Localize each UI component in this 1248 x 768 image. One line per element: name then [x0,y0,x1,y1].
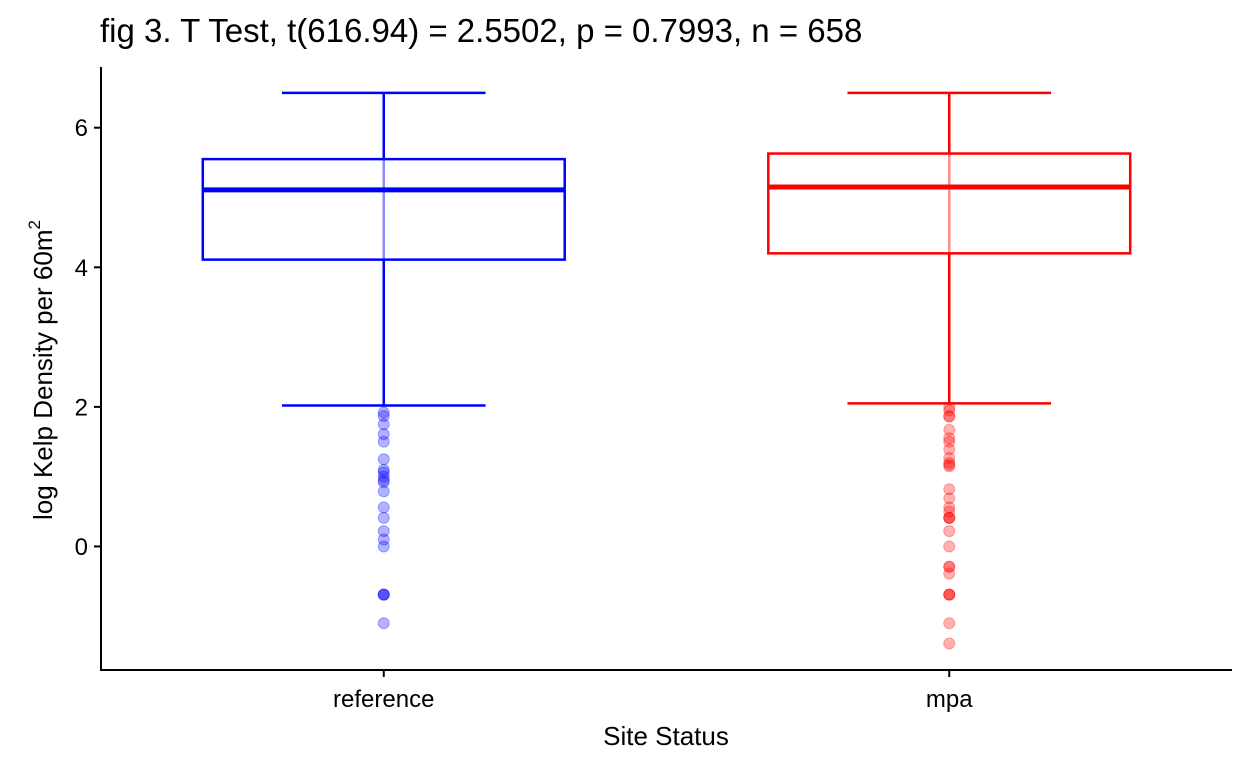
outlier-point [377,428,390,441]
outlier-point [377,435,390,448]
outlier-point [943,460,956,473]
outlier-point [943,617,956,630]
iqr-box [201,157,566,261]
y-axis-title: log Kelp Density per 60m2 [25,220,58,520]
box-group-reference [201,91,566,630]
outlier-point [377,511,390,524]
y-axis-title-superscript: 2 [25,220,44,229]
outlier-point [943,409,956,422]
outlier-point [377,406,390,419]
outlier-point [943,560,956,573]
outlier-point [377,474,390,487]
outlier-point [377,466,390,479]
outlier-point [377,463,390,476]
outlier-point [943,501,956,514]
outlier-point [943,410,956,423]
outlier-point [943,483,956,496]
outlier-point [377,588,390,601]
box-groups [201,91,1132,650]
outlier-point [377,501,390,514]
outlier-point [943,492,956,505]
outlier-point [377,588,390,601]
outlier-point [943,588,956,601]
x-tick-label: mpa [926,686,973,713]
iqr-box [767,152,1132,255]
outlier-point [943,637,956,650]
outlier-point [943,458,956,471]
outlier-point [943,588,956,601]
outlier-point [943,511,956,524]
y-tick-label: 4 [75,255,88,282]
outlier-point [943,511,956,524]
outlier-point [377,617,390,630]
outlier-point [377,476,390,489]
y-tick-label: 0 [75,534,88,561]
x-axis-ticks: reference mpa [333,670,973,713]
y-tick-label: 6 [75,115,88,142]
outlier-point [377,470,390,483]
outlier-point [377,418,390,431]
outlier-point [943,443,956,456]
outlier-point [943,567,956,580]
outlier-point [943,404,956,417]
outlier-point [943,432,956,445]
outlier-point [943,451,956,464]
outlier-point [377,540,390,553]
outlier-point [943,435,956,448]
outlier-point [943,456,956,469]
outlier-point [943,525,956,538]
outlier-point [943,423,956,436]
outlier-point [377,588,390,601]
outlier-point [377,453,390,466]
y-tick-label: 2 [75,394,88,421]
box-group-mpa [767,91,1132,650]
outlier-point [943,505,956,518]
outlier-point [377,409,390,422]
outlier-point [943,540,956,553]
y-axis-title-main: log Kelp Density per 60m [28,229,58,519]
chart-title: fig 3. T Test, t(616.94) = 2.5502, p = 0… [100,12,863,49]
outlier-point [377,533,390,546]
outlier-point [377,525,390,538]
outlier-point [943,560,956,573]
outlier-point [943,588,956,601]
outlier-point [943,511,956,524]
x-tick-label: reference [333,686,434,713]
outlier-point [377,485,390,498]
y-axis-ticks: 0 2 4 6 [75,115,101,561]
x-axis-title: Site Status [603,721,729,751]
